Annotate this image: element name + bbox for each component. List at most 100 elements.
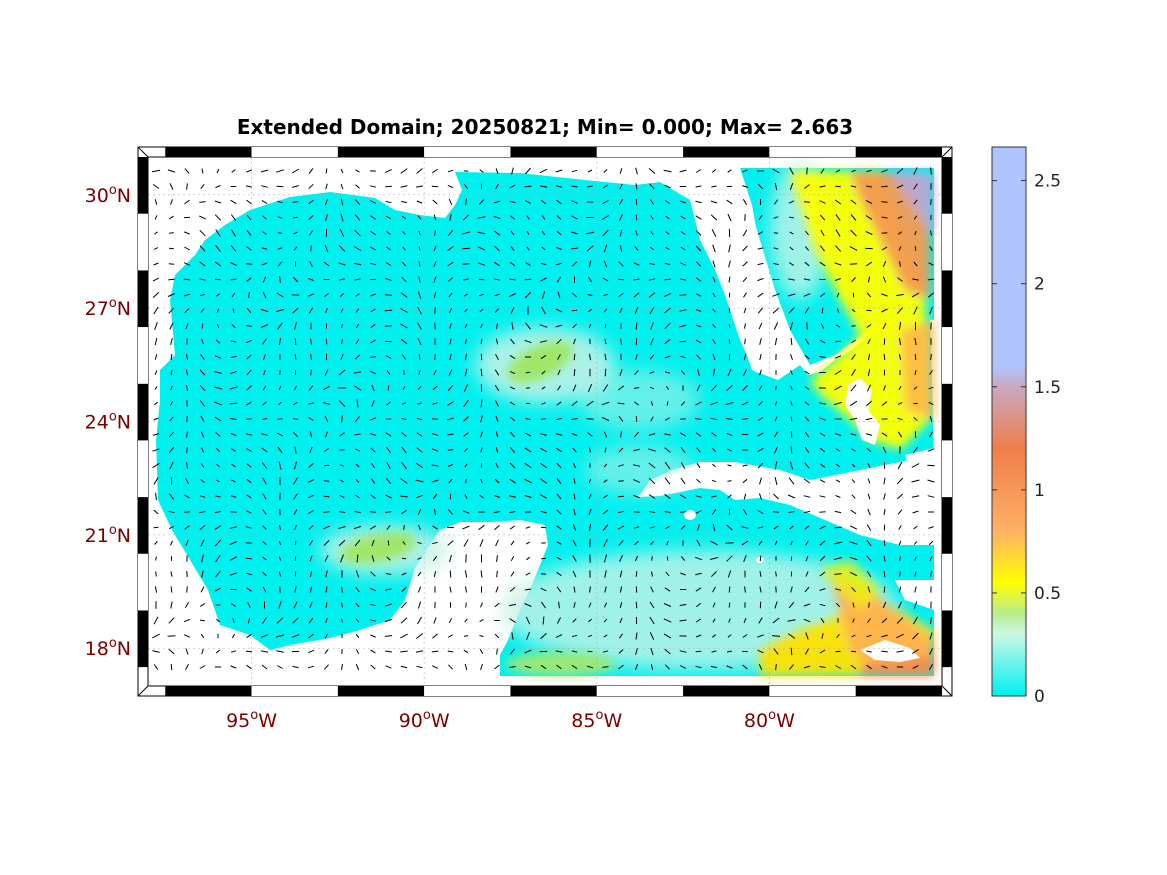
current-vector (601, 215, 610, 220)
current-vector (711, 185, 717, 188)
current-vector (757, 526, 764, 529)
current-vector (308, 510, 314, 514)
current-vector (757, 247, 764, 250)
current-vector (186, 415, 188, 423)
current-vector (432, 541, 438, 545)
current-vector (154, 370, 158, 375)
current-vector (883, 540, 886, 546)
current-vector (510, 215, 515, 220)
current-vector (635, 322, 638, 330)
current-vector (758, 385, 763, 391)
current-vector (787, 633, 796, 639)
current-vector (927, 464, 935, 467)
current-vector (789, 183, 794, 190)
current-vector (836, 308, 840, 313)
current-vector (929, 246, 933, 251)
current-vector (541, 230, 546, 236)
current-vector (897, 200, 903, 204)
current-vector (402, 231, 406, 235)
current-vector (604, 338, 607, 345)
current-vector (463, 293, 469, 297)
current-vector (695, 293, 702, 297)
current-vector (665, 664, 670, 670)
current-vector (571, 169, 578, 173)
current-vector (759, 369, 762, 376)
current-vector (524, 462, 532, 469)
current-vector (805, 230, 809, 236)
current-vector (494, 245, 500, 252)
current-vector (325, 168, 328, 174)
current-vector (353, 246, 362, 251)
current-vector (790, 446, 793, 454)
current-vector (850, 229, 857, 237)
current-vector (308, 183, 314, 190)
current-vector (790, 540, 793, 546)
current-vector (618, 447, 624, 453)
current-vector (663, 292, 672, 298)
current-vector (835, 495, 841, 498)
current-vector (433, 570, 437, 578)
current-vector (710, 200, 718, 204)
current-vector (556, 401, 562, 406)
current-vector (231, 633, 236, 639)
current-vector (573, 602, 576, 608)
current-vector (496, 648, 498, 655)
current-vector (307, 293, 315, 297)
current-vector (325, 617, 328, 624)
current-vector (245, 325, 253, 327)
current-vector (431, 433, 439, 436)
current-vector (480, 431, 483, 438)
current-vector (803, 603, 811, 607)
current-vector (494, 293, 500, 297)
current-vector (695, 200, 702, 204)
current-vector (278, 601, 282, 609)
current-vector (619, 602, 623, 608)
current-vector (385, 494, 392, 499)
current-vector (230, 650, 237, 653)
current-vector (400, 323, 408, 329)
current-vector (448, 292, 453, 298)
current-vector (480, 338, 483, 345)
current-vector (431, 448, 439, 452)
current-vector (835, 229, 841, 237)
current-vector (556, 664, 562, 670)
current-vector (649, 526, 655, 529)
current-vector (151, 169, 161, 173)
current-vector (200, 539, 205, 547)
land-jamaica (860, 640, 920, 662)
current-vector (260, 308, 269, 313)
current-vector (696, 618, 701, 623)
current-vector (679, 432, 687, 437)
current-vector (790, 647, 793, 656)
current-vector (556, 525, 562, 530)
current-vector (927, 448, 935, 452)
current-vector (741, 526, 749, 529)
current-vector (541, 386, 546, 390)
current-vector (604, 570, 607, 578)
current-vector (619, 245, 623, 252)
current-vector (849, 417, 858, 421)
current-vector (849, 246, 858, 251)
current-vector (649, 386, 655, 390)
current-vector (215, 339, 221, 344)
current-vector (308, 307, 314, 314)
current-vector (199, 293, 206, 297)
current-vector (620, 431, 622, 438)
current-vector (416, 200, 423, 204)
current-vector (572, 323, 577, 329)
current-vector (603, 479, 608, 483)
current-vector (201, 323, 204, 329)
current-vector (168, 617, 175, 624)
current-vector (447, 384, 454, 392)
current-vector (308, 540, 314, 546)
current-vector (634, 307, 639, 314)
current-vector (494, 664, 500, 670)
current-vector (819, 261, 826, 267)
current-vector (495, 462, 499, 469)
current-vector (849, 263, 858, 265)
current-vector (787, 293, 796, 297)
current-vector (573, 338, 576, 345)
current-vector (635, 167, 638, 175)
current-vector (245, 185, 253, 188)
current-vector (199, 524, 206, 531)
